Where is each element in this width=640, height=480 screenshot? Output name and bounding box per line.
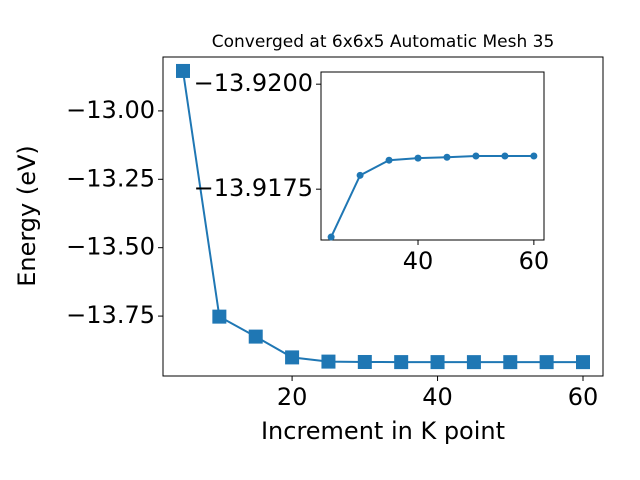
marker [576, 355, 590, 370]
x-tick-label: 20 [277, 383, 308, 411]
marker [385, 156, 393, 164]
marker [357, 354, 372, 369]
x-tick-label: 40 [403, 247, 434, 275]
marker [394, 355, 409, 370]
line [330, 155, 534, 238]
y-tick-label: −13.9200 [194, 69, 313, 97]
x-axis-label: Increment in K point [261, 417, 505, 445]
marker [466, 355, 481, 370]
x-tick-label: 60 [519, 247, 550, 275]
marker [501, 152, 509, 160]
marker [472, 152, 480, 160]
marker [356, 171, 364, 179]
marker [443, 153, 451, 161]
x-tick-label: 60 [568, 383, 599, 411]
marker [321, 354, 336, 369]
y-tick-label: −13.75 [66, 301, 155, 329]
marker [212, 309, 227, 324]
chart-title: Converged at 6x6x5 Automatic Mesh 35 [212, 32, 555, 52]
y-tick-label: −13.50 [66, 233, 155, 261]
marker [327, 233, 335, 241]
marker [530, 152, 538, 160]
marker [539, 355, 554, 370]
marker [285, 350, 300, 365]
marker [430, 355, 445, 370]
marker [503, 355, 518, 370]
marker [176, 63, 190, 78]
y-tick-label: −13.25 [66, 164, 155, 192]
marker [248, 329, 263, 344]
marker [414, 154, 422, 162]
y-tick-label: −13.9175 [194, 174, 313, 202]
y-tick-label: −13.00 [66, 96, 155, 124]
x-tick-label: 40 [422, 383, 453, 411]
y-axis-label: Energy (eV) [13, 145, 41, 287]
